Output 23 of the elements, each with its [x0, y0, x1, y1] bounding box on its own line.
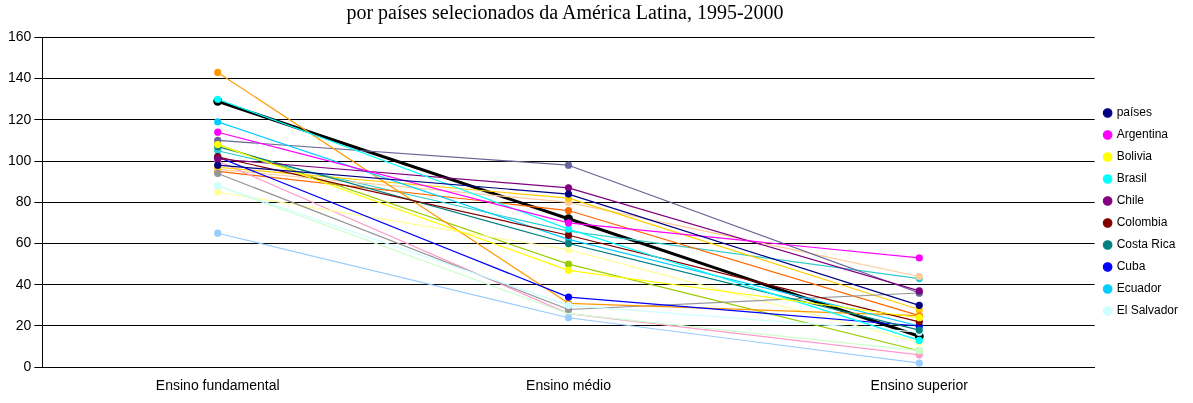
y-tick-label: 100 [8, 151, 32, 168]
legend-label: Bolivia [1116, 149, 1153, 164]
legend-label: El Salvador [1116, 303, 1179, 318]
y-tick-label: 80 [15, 193, 32, 210]
legend-label: Cuba [1116, 259, 1146, 274]
chart-title: por países selecionados da América Latina, 1995-2000 [345, 0, 785, 26]
y-tick-label: 120 [8, 110, 32, 127]
legend-label: Chile [1116, 193, 1145, 208]
legend-label: Ecuador [1116, 281, 1162, 296]
legend-label: Argentina [1116, 127, 1169, 142]
y-tick-label: 140 [8, 69, 32, 86]
y-tick-label: 40 [15, 275, 32, 292]
legend-label: Costa Rica [1116, 237, 1176, 252]
y-tick-label: 60 [15, 234, 32, 251]
x-tick-label: Ensino superior [870, 377, 969, 394]
legend-label: Brasil [1116, 171, 1147, 186]
y-tick-label: 0 [23, 358, 32, 375]
y-tick-label: 20 [15, 316, 32, 333]
x-tick-label: Ensino fundamental [155, 377, 280, 394]
y-tick-label: 160 [8, 28, 32, 45]
x-tick-label: Ensino médio [526, 377, 612, 394]
legend-label: Colombia [1116, 215, 1168, 230]
legend-label: países [1116, 105, 1152, 120]
